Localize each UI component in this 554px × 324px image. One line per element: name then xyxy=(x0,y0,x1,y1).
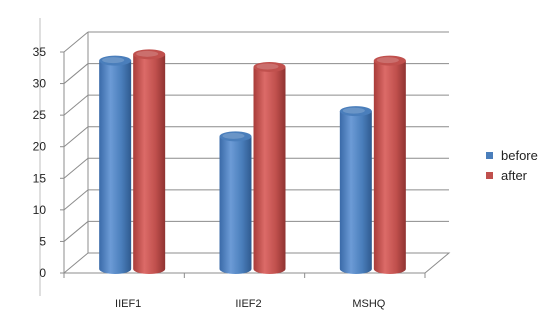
bar-top-after-IIEF2 xyxy=(253,61,286,72)
bar-after-IIEF2 xyxy=(253,61,286,274)
legend: before after xyxy=(486,145,552,185)
bar-after-IIEF1 xyxy=(133,49,166,274)
bar-top-before-IIEF1 xyxy=(99,55,132,66)
y-tick-label-30: 30 xyxy=(33,77,47,91)
y-tick-label-20: 20 xyxy=(33,140,47,154)
y-tick-label-15: 15 xyxy=(33,171,47,185)
legend-swatch-before xyxy=(486,151,493,159)
bar-top-highlight-after-IIEF1 xyxy=(136,50,159,57)
bar-after-MSHQ xyxy=(373,55,406,274)
bar-body-before-MSHQ xyxy=(339,111,372,275)
x-tick-label-MSHQ: MSHQ xyxy=(352,298,385,310)
x-tick-label-IIEF1: IIEF1 xyxy=(115,298,141,310)
gridline-diag-35 xyxy=(63,31,89,53)
bar-body-before-IIEF2 xyxy=(219,136,252,274)
bar-body-before-IIEF1 xyxy=(99,60,132,274)
gridline-diag-30 xyxy=(63,63,89,84)
y-tick-label-35: 35 xyxy=(33,45,47,59)
bar-top-after-IIEF1 xyxy=(133,49,166,60)
x-axis-ticks: IIEF1 IIEF2 MSHQ xyxy=(63,273,426,310)
legend-swatch-after xyxy=(486,171,493,179)
bar-before-IIEF2 xyxy=(219,131,252,274)
legend-label-before: before xyxy=(501,147,538,163)
bar-body-after-MSHQ xyxy=(373,60,406,274)
x-tick-label-IIEF2: IIEF2 xyxy=(235,298,261,310)
bar-top-before-IIEF2 xyxy=(219,131,252,142)
legend-label-after: after xyxy=(501,167,528,183)
bar-top-highlight-before-MSHQ xyxy=(342,107,365,114)
y-tick-label-25: 25 xyxy=(33,108,47,122)
bar-before-MSHQ xyxy=(339,106,372,275)
bar-top-highlight-before-IIEF2 xyxy=(222,132,245,139)
bar-top-highlight-before-IIEF1 xyxy=(102,57,125,64)
bar-top-before-MSHQ xyxy=(339,106,372,117)
gridline-diag-10 xyxy=(63,189,89,211)
y-tick-label-10: 10 xyxy=(33,203,47,217)
bar-body-after-IIEF1 xyxy=(133,54,166,274)
gridline-diag-20 xyxy=(63,126,89,148)
y-tick-label-0: 0 xyxy=(39,266,46,280)
bar-body-after-IIEF2 xyxy=(253,66,286,274)
bar-top-highlight-after-IIEF2 xyxy=(256,63,279,70)
gridline-diag-25 xyxy=(63,94,89,116)
legend-item-after: after xyxy=(486,165,552,185)
legend-item-before: before xyxy=(486,145,552,165)
bar-top-after-MSHQ xyxy=(373,55,406,66)
bar-top-highlight-after-MSHQ xyxy=(376,57,399,64)
bars xyxy=(99,49,406,275)
y-axis-ticks: 0 5 10 15 20 25 30 35 xyxy=(33,45,64,280)
y-tick-label-5: 5 xyxy=(39,234,46,248)
bar-before-IIEF1 xyxy=(99,55,132,274)
gridline-diag-5 xyxy=(63,221,89,242)
gridline-diag-15 xyxy=(63,157,89,179)
